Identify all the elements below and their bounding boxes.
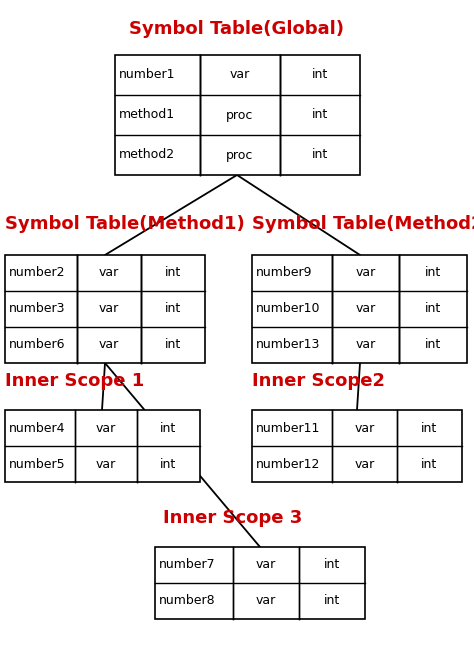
Text: var: var: [356, 302, 375, 316]
Text: number7: number7: [159, 559, 216, 572]
Text: var: var: [230, 68, 250, 82]
Text: var: var: [96, 421, 116, 435]
Text: var: var: [256, 594, 276, 608]
Text: var: var: [356, 267, 375, 279]
Bar: [5, 410, 200, 482]
Text: int: int: [312, 68, 328, 82]
Text: int: int: [324, 594, 340, 608]
Text: var: var: [99, 267, 119, 279]
Text: Inner Scope 1: Inner Scope 1: [5, 372, 144, 390]
Text: Symbol Table(Method1): Symbol Table(Method1): [5, 215, 245, 233]
Text: int: int: [165, 338, 181, 352]
Text: number3: number3: [9, 302, 65, 316]
Text: number9: number9: [256, 267, 312, 279]
Text: number11: number11: [256, 421, 320, 435]
Text: number12: number12: [256, 458, 320, 470]
Text: number13: number13: [256, 338, 320, 352]
Text: number8: number8: [159, 594, 216, 608]
Text: var: var: [96, 458, 116, 470]
Text: proc: proc: [226, 149, 254, 161]
Text: var: var: [355, 421, 374, 435]
Text: number10: number10: [256, 302, 320, 316]
Text: number5: number5: [9, 458, 65, 470]
Text: number4: number4: [9, 421, 65, 435]
Text: Symbol Table(Global): Symbol Table(Global): [129, 20, 345, 38]
Text: int: int: [324, 559, 340, 572]
Text: Symbol Table(Method2): Symbol Table(Method2): [252, 215, 474, 233]
Text: var: var: [355, 458, 374, 470]
Text: var: var: [256, 559, 276, 572]
Text: int: int: [421, 458, 438, 470]
Text: method1: method1: [119, 109, 175, 121]
Text: int: int: [425, 302, 441, 316]
Text: int: int: [312, 109, 328, 121]
Text: number2: number2: [9, 267, 65, 279]
Bar: [5, 255, 205, 363]
Text: int: int: [425, 338, 441, 352]
Text: int: int: [160, 458, 177, 470]
Bar: [155, 547, 365, 619]
Bar: [252, 255, 467, 363]
Text: method2: method2: [119, 149, 175, 161]
Text: proc: proc: [226, 109, 254, 121]
Bar: [252, 410, 462, 482]
Text: var: var: [99, 302, 119, 316]
Text: var: var: [99, 338, 119, 352]
Text: Inner Scope 3: Inner Scope 3: [163, 509, 302, 527]
Text: int: int: [165, 267, 181, 279]
Text: int: int: [312, 149, 328, 161]
Text: number1: number1: [119, 68, 175, 82]
Text: int: int: [160, 421, 177, 435]
Text: number6: number6: [9, 338, 65, 352]
Text: int: int: [425, 267, 441, 279]
Bar: [115, 55, 360, 175]
Text: int: int: [165, 302, 181, 316]
Text: Inner Scope2: Inner Scope2: [252, 372, 385, 390]
Text: int: int: [421, 421, 438, 435]
Text: var: var: [356, 338, 375, 352]
